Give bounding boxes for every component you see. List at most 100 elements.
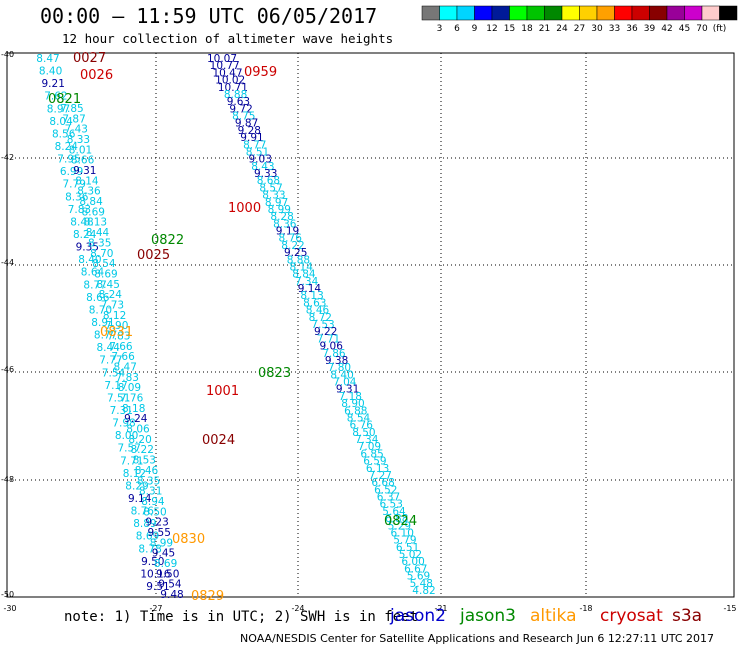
wave-height-value: 7.87 (62, 113, 85, 125)
latitude-label: -46 (1, 365, 14, 374)
scale-swatch (614, 5, 633, 21)
wave-height-value: 8.88 (287, 254, 310, 266)
wave-height-value: 8.12 (103, 310, 126, 322)
wave-height-value: 8.31 (139, 486, 162, 498)
scale-swatch (579, 5, 598, 21)
scale-label: 42 (661, 24, 672, 34)
wave-height-value: 7.34 (295, 276, 319, 288)
wave-height-value: 8.06 (126, 424, 150, 436)
wave-height-value: 8.24 (73, 229, 97, 241)
pass-time-label: 0024 (202, 433, 235, 448)
wave-height-value: 6.88 (385, 513, 408, 525)
wave-height-value: 8.77 (243, 139, 266, 151)
wave-height-value: 8.45 (97, 279, 120, 291)
scale-swatch (474, 5, 493, 21)
wave-height-value: 8.33 (262, 190, 285, 202)
wave-height-value: 8.33 (67, 134, 90, 146)
wave-height-value: 8.35 (137, 475, 160, 487)
wave-height-value: 9.24 (124, 413, 148, 425)
wave-height-value: 8.72 (309, 312, 332, 324)
scale-label: 9 (472, 24, 478, 34)
wave-height-value: 8.14 (290, 262, 314, 274)
wave-height-value: 8.13 (84, 217, 107, 229)
wave-height-value: 8.89 (133, 518, 156, 530)
scale-label: 27 (574, 24, 585, 34)
wave-height-value: 8.50 (143, 506, 166, 518)
scale-label: 36 (626, 24, 638, 34)
wave-height-value: 9.91 (240, 132, 263, 144)
wave-height-values: 8.478.409.217.628.978.048.568.247.956.99… (36, 53, 435, 601)
wave-height-value: 8.40 (330, 369, 353, 381)
scale-label: 21 (539, 24, 550, 34)
latitude-label: -40 (1, 50, 14, 59)
scale-swatch (544, 5, 563, 21)
wave-height-value: 8.77 (94, 330, 117, 342)
wave-height-value: 9.50 (141, 556, 164, 568)
wave-height-value: 8.09 (118, 382, 141, 394)
pass-time-label: 0027 (73, 51, 106, 66)
wave-height-value: 9.50 (156, 568, 179, 580)
wave-height-value: 8.70 (90, 248, 113, 260)
scale-swatch (491, 5, 510, 21)
wave-height-value: 8.75 (232, 111, 255, 123)
wave-height-value: 8.36 (273, 218, 297, 230)
wave-height-value: 7.83 (116, 372, 139, 384)
wave-height-value: 9.03 (249, 154, 272, 166)
pass-time-label: 0822 (151, 233, 184, 248)
wave-height-value: 7.77 (99, 355, 122, 367)
wave-height-value: 10.02 (215, 75, 245, 87)
wave-height-value: 8.14 (75, 175, 99, 187)
pass-time-label: 0830 (172, 532, 205, 547)
wave-height-value: 8.18 (122, 403, 145, 415)
legend-altika: altika (530, 606, 577, 626)
wave-height-value: 7.95 (57, 154, 80, 166)
wave-height-value: 4.82 (412, 585, 435, 597)
pass-time-label: 0831 (100, 325, 133, 340)
wave-height-value: 8.29 (125, 480, 148, 492)
wave-height-value: 8.90 (341, 398, 364, 410)
wave-height-value: 8.36 (65, 191, 89, 203)
wave-height-value: 8.99 (150, 537, 173, 549)
wave-height-value: 8.97 (47, 103, 70, 115)
wave-height-value: 8.53 (133, 455, 156, 467)
wave-height-value: 9.25 (284, 247, 307, 259)
wave-height-value: 8.69 (136, 531, 159, 543)
wave-height-value: 8.48 (70, 216, 93, 228)
wave-height-value: 8.63 (303, 297, 326, 309)
wave-height-value: 8.43 (251, 161, 274, 173)
wave-height-value: 7.54 (102, 367, 126, 379)
wave-height-value: 7.73 (101, 300, 124, 312)
wave-height-value: 7.66 (111, 351, 135, 363)
wave-height-value: 8.50 (352, 427, 375, 439)
wave-height-value: 8.54 (92, 258, 116, 270)
wave-height-value: 9.21 (42, 78, 65, 90)
wave-height-value: 8.84 (79, 196, 103, 208)
legend-cryosat: cryosat (600, 606, 663, 626)
wave-height-value: 10.07 (207, 53, 237, 65)
wave-height-value: 7.18 (339, 391, 362, 403)
pass-time-label: 0829 (191, 589, 224, 604)
wave-height-value: 6.67 (404, 563, 427, 575)
scale-swatch (649, 5, 668, 21)
wave-height-value: 8.12 (123, 468, 146, 480)
wave-height-value: 9.33 (254, 168, 277, 180)
wave-height-value: 5.69 (407, 571, 430, 583)
wave-height-value: 6.52 (374, 484, 397, 496)
pass-time-label: 0026 (80, 68, 113, 83)
wave-height-value: 8.91 (91, 317, 114, 329)
wave-height-value: 8.69 (154, 558, 177, 570)
pass-time-label: 1000 (228, 201, 261, 216)
latitude-label: -42 (1, 153, 14, 162)
wave-height-value: 7.83 (68, 204, 91, 216)
wave-height-value: 8.51 (246, 147, 269, 159)
scale-label: 24 (556, 24, 568, 34)
scale-swatch (596, 5, 615, 21)
wave-height-value: 8.46 (306, 305, 330, 317)
scale-swatch (526, 5, 545, 21)
wave-height-value: 8.22 (131, 444, 154, 456)
pass-time-label: 0821 (48, 92, 81, 107)
wave-height-value: 6.76 (350, 420, 374, 432)
wave-height-value: 5.48 (410, 578, 433, 590)
wave-height-value: 8.44 (86, 227, 110, 239)
